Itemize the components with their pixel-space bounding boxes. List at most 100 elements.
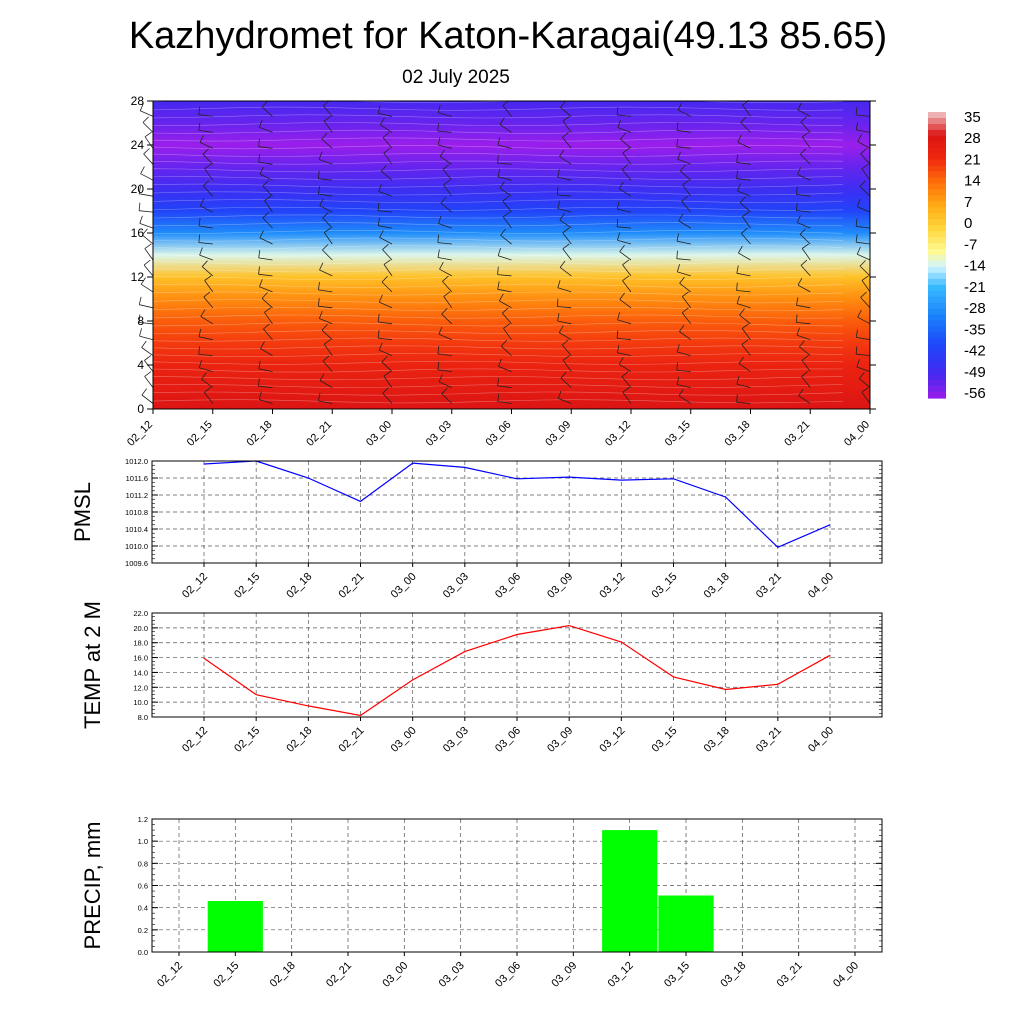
wind-barb-feather <box>502 195 510 202</box>
wind-barb-feather <box>258 154 261 163</box>
wind-barb-staff <box>258 146 273 149</box>
wind-barb-staff <box>557 306 572 309</box>
wind-barb-feather <box>741 323 749 329</box>
colorbar-label: -42 <box>964 343 986 360</box>
colorbar-label: 28 <box>964 130 981 147</box>
wind-barb-feather <box>796 327 800 336</box>
wind-barb-staff <box>622 264 632 277</box>
wind-barb-feather <box>562 132 569 138</box>
wind-barb-staff <box>497 385 512 388</box>
wind-barb-feather <box>681 307 689 314</box>
x-tick-label: 02_18 <box>284 725 314 755</box>
x-tick-label: 02_12 <box>180 725 210 755</box>
wind-barb-staff <box>856 129 871 133</box>
wind-barb-staff <box>740 122 751 133</box>
wind-barb-staff <box>742 104 751 117</box>
wind-barb-feather <box>855 329 858 338</box>
wind-barb-staff <box>741 344 751 356</box>
contour-line <box>152 191 844 196</box>
colorbar-swatch <box>928 249 946 256</box>
wind-barb-feather <box>619 244 625 252</box>
wind-barb-feather <box>798 388 804 396</box>
wind-barb-staff <box>201 378 214 388</box>
wind-barb-staff <box>622 280 632 293</box>
wind-barb-staff <box>617 352 632 356</box>
wind-barb-feather <box>678 388 684 397</box>
x-tick-label: 03_06 <box>493 960 523 990</box>
wind-barb-staff <box>438 333 452 341</box>
contour-line <box>152 237 844 242</box>
wind-barb-staff <box>139 223 154 229</box>
wind-barb-feather <box>557 313 560 322</box>
wind-barb-staff <box>676 258 691 261</box>
wind-barb-staff <box>861 280 871 293</box>
wind-barb-staff <box>800 154 811 165</box>
wind-barb-staff <box>259 286 273 293</box>
wind-barb-staff <box>381 281 393 293</box>
wind-barb-feather <box>379 230 384 238</box>
wind-barb-feather <box>560 101 567 108</box>
wind-barb-staff <box>258 273 273 277</box>
wind-barb-feather <box>258 360 261 369</box>
wind-barb-staff <box>378 337 393 341</box>
colorbar-label: -56 <box>964 385 986 402</box>
wind-barb-staff <box>741 328 751 340</box>
wind-barb-staff <box>383 375 393 388</box>
contour-line <box>152 206 844 211</box>
x-tick-label: 03_06 <box>493 571 523 601</box>
wind-barb-feather <box>741 339 749 345</box>
x-tick-label: 02_18 <box>268 960 298 990</box>
wind-barb-staff <box>202 185 214 197</box>
wind-barb-staff <box>562 248 572 261</box>
wind-barb-staff <box>796 193 811 197</box>
colorbar-swatch <box>928 147 946 155</box>
colorbar-swatch <box>928 368 946 375</box>
wind-barb-feather <box>381 276 388 283</box>
wind-barb-feather <box>441 387 448 394</box>
wind-barb-staff <box>437 242 452 245</box>
colorbar-swatch <box>928 219 946 226</box>
x-tick-label: 02_18 <box>245 419 275 449</box>
wind-barb-staff <box>378 321 393 325</box>
wind-barb-staff <box>322 217 333 229</box>
wind-barb-feather <box>621 371 629 378</box>
wind-barb-staff <box>199 254 213 261</box>
y-tick-label: 0.0 <box>138 948 148 957</box>
wind-barb-staff <box>860 153 871 165</box>
wind-barb-staff <box>501 312 512 325</box>
colorbar-label: -14 <box>964 258 986 275</box>
wind-barb-feather <box>438 326 443 335</box>
wind-barb-feather <box>198 106 201 115</box>
wind-barb-staff <box>382 392 393 404</box>
contour-line <box>152 183 844 188</box>
wind-barb-feather <box>799 228 806 235</box>
wind-barb-feather <box>437 123 439 132</box>
wind-barb-feather <box>682 291 689 297</box>
contour-line <box>152 345 844 350</box>
x-tick-label: 04_00 <box>831 960 861 990</box>
wind-barb-staff <box>738 252 751 261</box>
wind-barb-feather <box>442 163 450 170</box>
wind-barb-staff <box>318 400 333 404</box>
colorbar-swatch <box>928 290 946 298</box>
wind-barb-staff <box>258 257 273 261</box>
precip-bar <box>658 895 714 952</box>
wind-barb-staff <box>439 268 452 277</box>
wind-barb-feather <box>140 166 145 174</box>
wind-barb-feather <box>856 359 860 368</box>
wind-barb-staff <box>796 210 811 213</box>
wind-barb-feather <box>260 341 265 349</box>
wind-barb-feather <box>259 119 263 128</box>
wind-barb-staff <box>443 296 453 309</box>
wind-barb-staff <box>562 120 572 133</box>
wind-barb-staff <box>499 187 512 197</box>
wind-barb-feather <box>377 313 380 322</box>
wind-barb-feather <box>204 275 212 281</box>
wind-barb-staff <box>381 170 393 181</box>
x-tick-label: 03_15 <box>650 725 680 755</box>
wind-barb-feather <box>616 106 619 115</box>
wind-barb-feather <box>800 116 807 123</box>
wind-barb-feather <box>618 357 624 365</box>
wind-barb-feather <box>498 358 502 367</box>
x-tick-label: 03_09 <box>545 725 575 755</box>
